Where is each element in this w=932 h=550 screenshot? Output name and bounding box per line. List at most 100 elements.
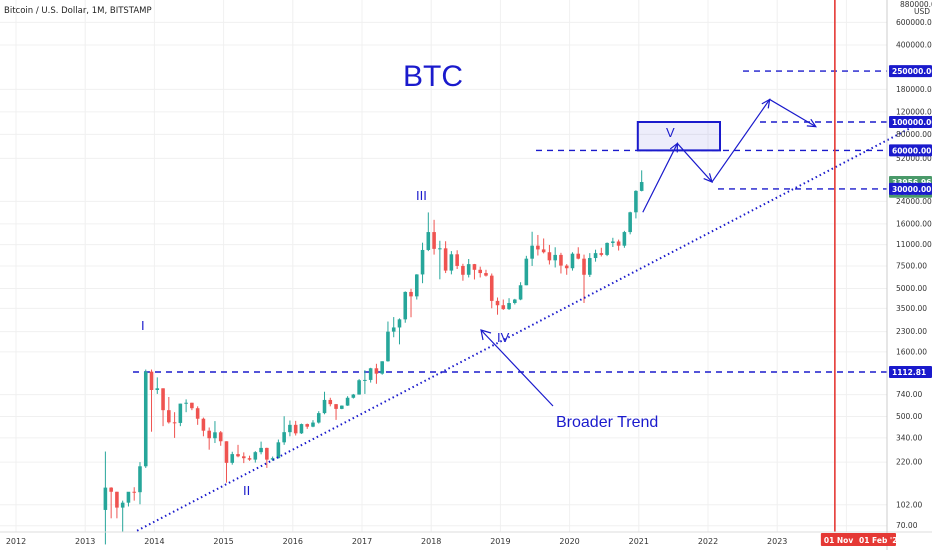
candle xyxy=(218,430,223,446)
candle-body xyxy=(524,258,529,286)
price-tag-label: 250000.00 xyxy=(892,67,932,76)
candle-body xyxy=(190,402,194,409)
x-tick-label: 2016 xyxy=(283,537,303,546)
candle-body xyxy=(559,254,563,266)
time-axis[interactable]: 2012 2013 2014 2015 2016 2017 2018 2019 2020 2021… xyxy=(0,531,932,546)
candle-body xyxy=(605,242,609,255)
candle xyxy=(489,273,494,309)
candle-body xyxy=(564,265,569,269)
candle xyxy=(109,487,113,519)
candle xyxy=(420,242,425,284)
x-tick-label: 2021 xyxy=(629,537,649,546)
x-tick-label: 2019 xyxy=(490,537,510,546)
candle-body xyxy=(484,273,488,276)
price-tag: 100000.00 xyxy=(889,116,932,128)
candle-body xyxy=(582,258,586,275)
candle xyxy=(340,405,344,410)
trend-pointer-arrowhead xyxy=(480,329,492,341)
candle-body xyxy=(311,422,315,427)
candle xyxy=(126,491,131,507)
candle-body xyxy=(247,458,252,460)
candle-body xyxy=(530,245,534,259)
candle xyxy=(518,282,523,301)
candle-body xyxy=(518,285,523,300)
candle xyxy=(628,211,632,235)
candle xyxy=(316,411,321,424)
candle xyxy=(368,367,373,383)
time-tag-label: 01 Nov '23 xyxy=(824,536,869,545)
candle-body xyxy=(553,254,557,261)
candle-body xyxy=(270,458,275,460)
price-tag: 30000.00 xyxy=(889,182,932,195)
candle xyxy=(305,423,310,429)
candle-body xyxy=(334,404,338,409)
candle-body xyxy=(265,447,269,460)
candle-body xyxy=(414,274,419,297)
candle-body xyxy=(495,300,500,306)
time-tag: 01 Feb '25 xyxy=(856,533,903,546)
candle xyxy=(438,240,442,280)
candle-body xyxy=(599,253,604,255)
candle-body xyxy=(351,394,356,398)
candle xyxy=(161,388,165,427)
candle-body xyxy=(299,424,304,434)
candle-body xyxy=(282,432,286,443)
candle xyxy=(299,423,304,434)
y-tick-label: 80000.00 xyxy=(896,130,932,139)
candle-body xyxy=(109,487,113,492)
projection-arrowhead xyxy=(669,142,679,153)
candle-body xyxy=(120,502,125,508)
projection-arrowhead xyxy=(806,118,817,128)
price-tag-bg xyxy=(889,144,932,157)
candle-body xyxy=(138,466,142,493)
candle-body xyxy=(507,303,511,310)
y-tick-label: 180000.00 xyxy=(896,85,932,94)
candle xyxy=(524,255,529,286)
candle xyxy=(449,251,454,275)
y-tick-label: 740.00 xyxy=(896,390,922,399)
time-tag-bg xyxy=(820,533,861,546)
y-tick-label: 500.00 xyxy=(896,412,922,421)
horizontal-levels xyxy=(133,70,887,373)
candle-body xyxy=(115,491,119,508)
candle xyxy=(363,370,367,394)
candle-body xyxy=(576,253,581,259)
candle-body xyxy=(616,241,621,246)
candle-body xyxy=(167,410,171,423)
y-tick-label: 120000.00 xyxy=(896,107,932,116)
candle-body xyxy=(403,291,408,320)
candle xyxy=(536,234,540,256)
candle-body xyxy=(201,418,206,431)
candle-body xyxy=(184,402,188,404)
candle xyxy=(259,441,263,455)
candle xyxy=(155,377,160,394)
candle-body xyxy=(466,264,471,275)
candle xyxy=(230,451,235,465)
candle xyxy=(276,439,281,459)
price-tag-bg xyxy=(889,182,932,195)
candle-body xyxy=(368,368,373,380)
price-tag-bg xyxy=(889,366,932,378)
candle xyxy=(380,361,384,375)
candle xyxy=(132,487,137,501)
candle xyxy=(622,230,627,248)
candle-body xyxy=(622,232,627,246)
candle-body xyxy=(478,269,483,274)
candle-body xyxy=(149,371,154,390)
projection-path xyxy=(642,98,817,213)
candle-body xyxy=(213,432,217,439)
candle-body xyxy=(178,403,183,423)
candle-body xyxy=(426,232,431,250)
price-axis[interactable]: 880000.00 USD 600000.00 400000.00 180000.0… xyxy=(886,0,932,550)
candle-body xyxy=(103,487,108,510)
x-tick-label: 2020 xyxy=(559,537,579,546)
candle-body xyxy=(420,249,425,275)
candle xyxy=(616,239,621,251)
candle xyxy=(443,241,448,274)
candle-body xyxy=(472,264,477,270)
candle xyxy=(282,416,286,445)
candle-body xyxy=(224,441,229,463)
candle xyxy=(403,291,408,323)
symbol-header: Bitcoin / U.S. Dollar, 1M, BITSTAMP xyxy=(4,6,152,16)
